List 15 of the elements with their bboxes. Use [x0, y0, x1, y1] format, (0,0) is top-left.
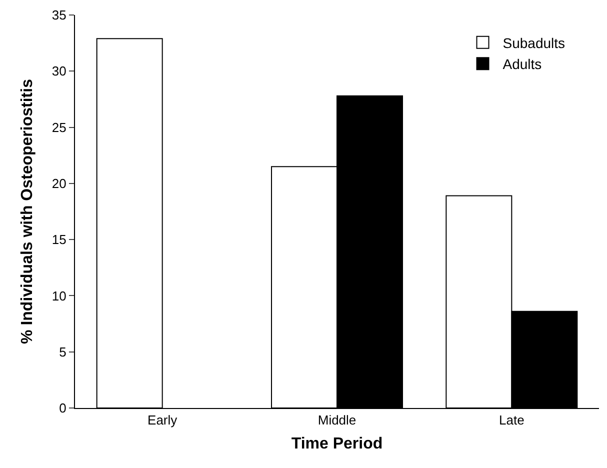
y-tick-label: 25: [52, 120, 66, 135]
legend-label: Adults: [502, 56, 542, 72]
y-tick-label: 20: [52, 176, 66, 191]
x-tick-label: Early: [148, 412, 178, 428]
y-tick-label: 30: [52, 64, 66, 79]
x-tick-label: Late: [499, 412, 524, 428]
y-tick-label: 5: [59, 344, 66, 360]
x-axis-title: Time Period: [291, 435, 383, 452]
x-tick-label: Middle: [318, 412, 356, 428]
y-tick-label: 0: [59, 400, 66, 416]
legend-label: Subadults: [502, 34, 566, 51]
y-tick-label: 10: [52, 288, 66, 304]
y-tick-label: 35: [52, 8, 66, 23]
y-axis-title: % Individuals with Osteoperiostitis: [18, 78, 36, 344]
y-tick-label: 15: [52, 232, 66, 248]
